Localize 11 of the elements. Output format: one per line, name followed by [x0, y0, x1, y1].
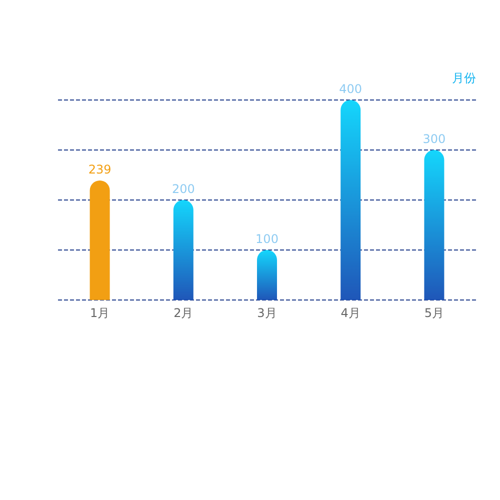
x-tick-label: 5月	[424, 306, 444, 320]
data-label: 239	[88, 162, 112, 176]
data-label: 400	[339, 82, 362, 96]
data-label: 300	[422, 132, 446, 146]
x-tick-label: 4月	[340, 306, 360, 320]
x-tick-label: 2月	[174, 306, 194, 320]
x-axis-title: 月份	[452, 71, 476, 85]
x-tick-label: 1月	[90, 306, 110, 320]
data-label: 200	[172, 182, 195, 196]
x-tick-label: 3月	[257, 306, 277, 320]
data-label: 100	[256, 232, 278, 246]
